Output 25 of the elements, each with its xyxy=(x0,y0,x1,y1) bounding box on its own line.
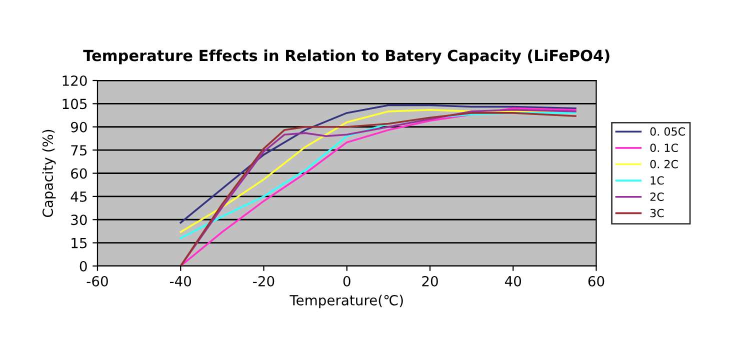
x-tick-label: -40 xyxy=(170,276,192,286)
y-tick-label: 45 xyxy=(70,192,87,202)
y-tick-label: 60 xyxy=(71,168,87,179)
legend-label: 0. 1C xyxy=(650,144,678,152)
chart-title: Temperature Effects in Relation to Batery Capacity (LiFePO4) xyxy=(83,49,610,64)
y-tick-label: 0 xyxy=(80,260,87,272)
legend-label: 0. 05C xyxy=(650,127,685,136)
y-axis-title: Capacity (%) xyxy=(42,130,56,218)
x-tick-label: -60 xyxy=(86,276,108,286)
y-tick-label: 90 xyxy=(70,122,87,132)
y-tick-label: 105 xyxy=(62,98,87,110)
y-tick-label: 120 xyxy=(62,75,87,86)
y-tick-label: 15 xyxy=(72,238,87,248)
x-tick-label: 20 xyxy=(422,276,438,286)
y-tick-label: 75 xyxy=(71,145,87,156)
legend-label: 0. 2C xyxy=(650,160,678,168)
x-tick-label: 0 xyxy=(343,276,350,286)
legend-label: 2C xyxy=(650,192,664,201)
legend-label: 3C xyxy=(650,208,664,218)
x-tick-label: -20 xyxy=(253,276,274,286)
legend-label: 1C xyxy=(650,176,664,185)
x-tick-label: 60 xyxy=(588,276,604,286)
y-tick-label: 30 xyxy=(71,214,87,226)
x-tick-label: 40 xyxy=(504,276,522,286)
x-axis-title: Temperature(℃) xyxy=(290,294,403,308)
